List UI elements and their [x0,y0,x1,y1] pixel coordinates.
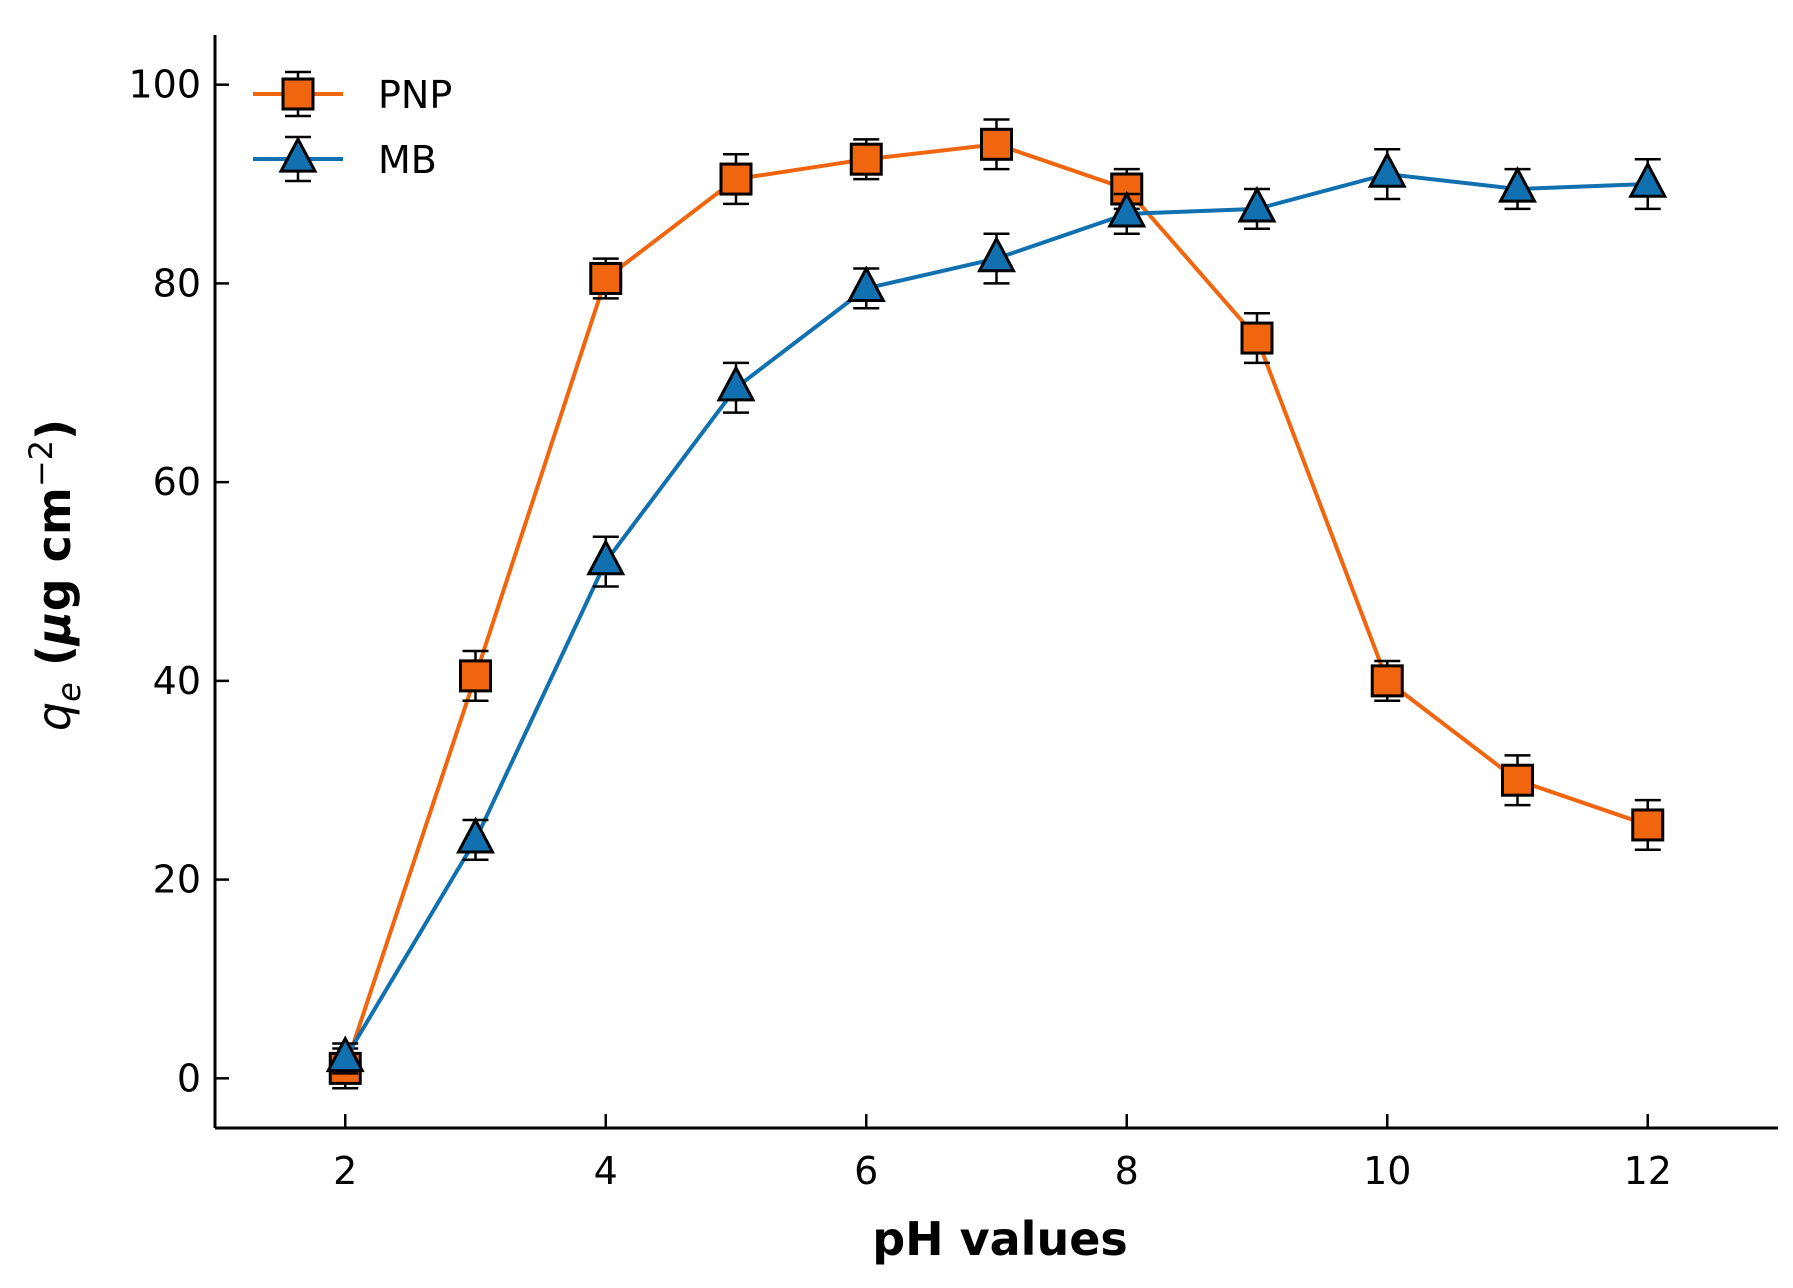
data-point-pnp [980,127,1013,161]
y-axis-unit-open: ( [27,645,81,682]
legend-label-pnp: PNP [378,73,452,117]
x-tick-label: 6 [854,1149,878,1193]
series-pnp [328,118,1665,1090]
data-point-mb [1237,185,1277,223]
data-point-mb [716,364,756,402]
data-point-pnp [1240,321,1274,355]
x-tick-label: 4 [594,1149,618,1193]
series-line-mb [343,172,1648,1060]
y-tick-label: 80 [153,261,201,305]
data-point-mb [977,235,1016,273]
y-tick-label: 20 [153,858,201,902]
legend-label-mb: MB [378,138,437,182]
series [325,118,1668,1090]
y-axis-unit-close: ) [27,419,81,440]
data-point-pnp [589,261,623,295]
y-axis-subscript: e [50,682,88,702]
data-point-pnp [719,162,753,196]
data-point-pnp [459,659,492,693]
data-point-pnp [1501,763,1534,797]
data-point-mb [1628,161,1668,198]
y-tick-label: 100 [128,63,201,107]
x-tick-label: 8 [1115,1149,1139,1193]
y-axis-unit-mu: μ [27,611,81,647]
legend-marker-pnp [281,77,315,111]
axes [213,35,1778,1130]
data-point-mb [1498,165,1537,203]
x-axis-title: pH values [872,1212,1128,1266]
x-tick-label: 10 [1363,1149,1411,1193]
data-point-mb [1367,151,1407,188]
y-axis-symbol: q [27,702,81,731]
data-point-pnp [1370,664,1404,698]
data-point-mb [586,538,626,576]
y-axis-unit-exponent: −2 [22,440,60,487]
y-tick-label: 60 [153,460,201,504]
series-mb [325,148,1668,1075]
legend-marker-mb [278,135,318,173]
x-tick-label: 12 [1624,1149,1672,1193]
data-point-mb [846,265,886,303]
data-point-mb [456,816,495,854]
data-point-pnp [849,142,883,176]
data-point-mb [1107,190,1147,228]
legend: PNP MB [253,70,452,183]
legend-item-pnp: PNP [253,70,452,118]
legend-item-mb: MB [253,135,437,183]
y-axis-title: qe (μg cm−2) [22,419,88,731]
y-tick-label: 0 [177,1056,201,1100]
y-tick-label: 40 [153,659,201,703]
ticks: 2 4 6 8 10 12 0 20 40 60 80 100 [128,63,1671,1193]
x-tick-label: 2 [333,1149,357,1193]
data-point-mb [325,1035,365,1073]
y-axis-unit-mid: g cm [27,487,81,611]
data-point-pnp [1631,808,1665,842]
